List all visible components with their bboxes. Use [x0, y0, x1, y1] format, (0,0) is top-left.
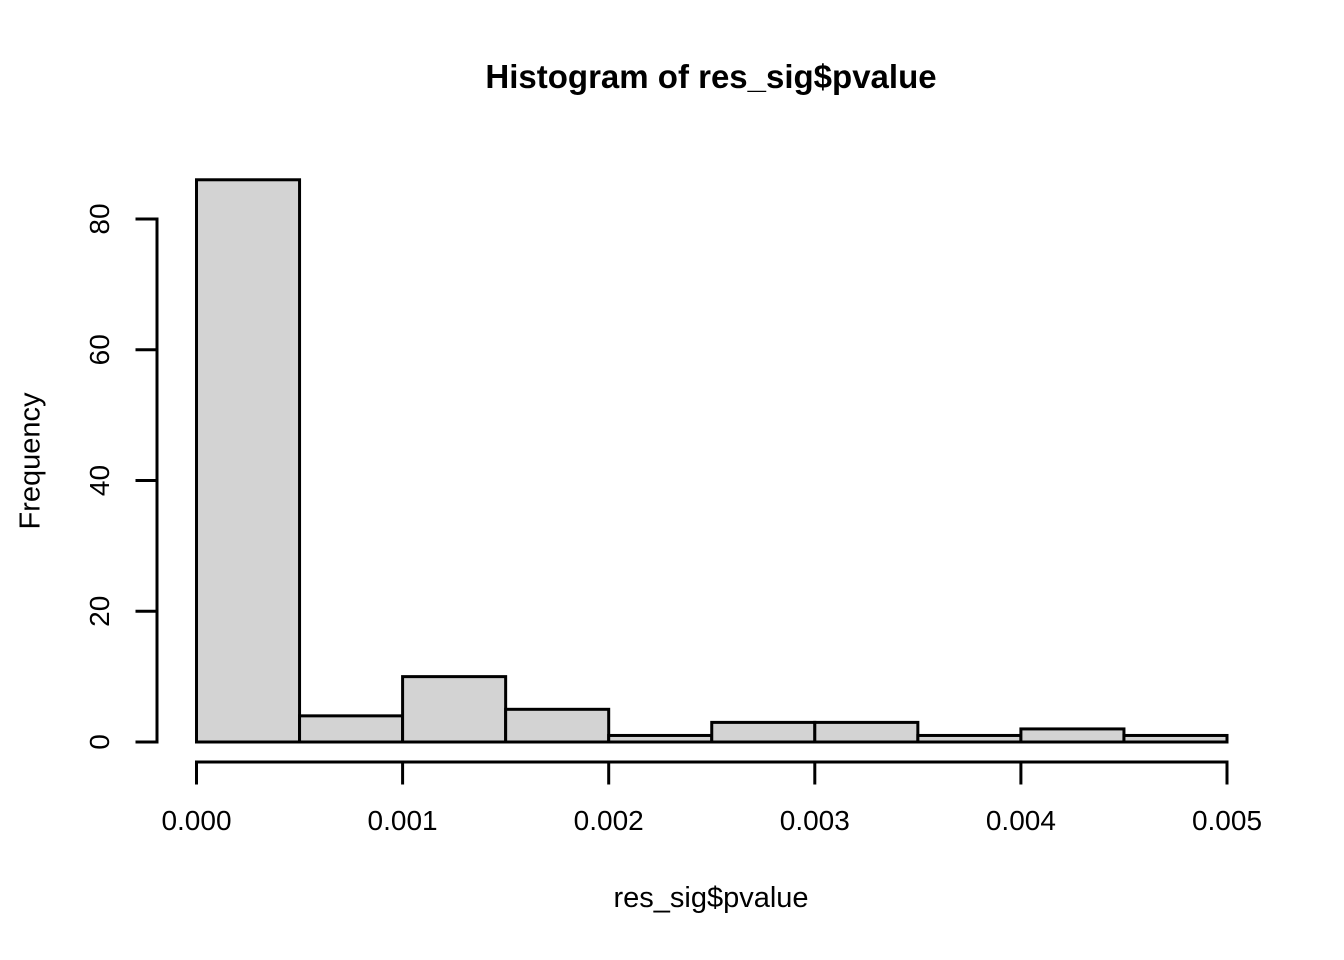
histogram-bar: [607, 733, 714, 744]
histogram-bar: [401, 675, 508, 744]
y-tick-label: 80: [84, 203, 115, 234]
x-tick-label: 0.003: [780, 805, 850, 836]
x-tick-label: 0.001: [368, 805, 438, 836]
y-tick-label: 0: [84, 734, 115, 750]
histogram-bar: [1122, 733, 1229, 744]
histogram-bar: [710, 720, 817, 744]
histogram-bar: [504, 707, 611, 744]
x-tick-label: 0.004: [986, 805, 1056, 836]
histogram-bar: [916, 733, 1023, 744]
x-tick-label: 0.005: [1192, 805, 1262, 836]
x-tick-label: 0.000: [161, 805, 231, 836]
histogram-bar: [813, 720, 920, 744]
histogram-bar: [195, 178, 302, 744]
chart-title: Histogram of res_sig$pvalue: [485, 58, 937, 95]
histogram-bar: [1019, 727, 1126, 744]
y-tick-label: 20: [84, 596, 115, 627]
x-tick-label: 0.002: [574, 805, 644, 836]
y-tick-label: 40: [84, 465, 115, 496]
histogram-bar: [298, 714, 405, 744]
y-tick-label: 60: [84, 334, 115, 365]
x-axis-label: res_sig$pvalue: [613, 882, 809, 914]
